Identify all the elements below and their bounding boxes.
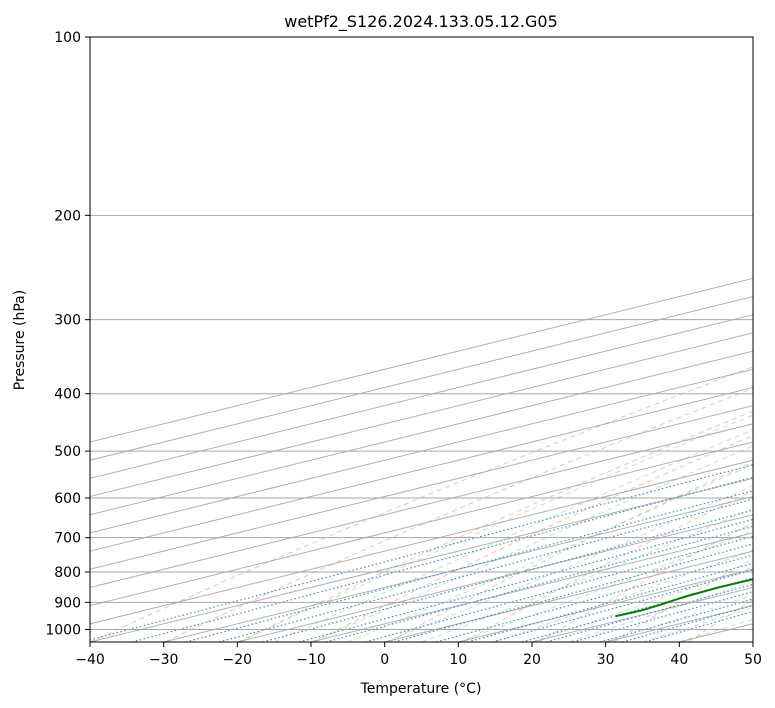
mixing-ratio-line: [218, 498, 753, 642]
plot-frame: [89, 36, 754, 643]
mixing-ratio-line: [365, 535, 753, 642]
mixing-ratio-line: [645, 610, 753, 642]
y-tick-label: 300: [54, 313, 81, 329]
dry-adiabat: [314, 435, 753, 642]
isotherm: [90, 477, 753, 642]
y-tick-label: 700: [54, 531, 81, 547]
mixing-ratio-line: [394, 543, 753, 642]
mixing-ratio-line: [546, 583, 753, 642]
x-axis-label: Temperature (°C): [360, 681, 482, 697]
y-tick-label: 500: [54, 444, 81, 460]
isotherm: [90, 405, 753, 570]
y-tick-label: 900: [54, 595, 81, 611]
isotherm: [90, 296, 753, 461]
dry-adiabat: [687, 599, 753, 642]
x-tick-label: −40: [75, 652, 105, 668]
y-tick-label: 200: [54, 208, 81, 224]
y-tick-label: 100: [54, 30, 81, 46]
isotherm: [90, 459, 753, 625]
dry-adiabat: [763, 37, 775, 642]
dry-adiabat: [90, 366, 753, 642]
mixing-ratio-line: [185, 490, 753, 642]
x-tick-label: 50: [744, 652, 762, 668]
x-tick-label: 20: [523, 652, 541, 668]
isotherm: [90, 423, 753, 588]
pressure-gridlines: [90, 37, 753, 630]
isotherm: [752, 641, 753, 642]
isotherm: [163, 496, 753, 642]
moist-adiabat: [421, 507, 753, 642]
x-tick-label: −30: [149, 652, 179, 668]
y-tick-label: 600: [54, 491, 81, 507]
isotherm: [90, 277, 753, 443]
isotherm: [90, 314, 753, 479]
mixing-ratio-line: [131, 476, 753, 642]
moist-adiabat: [495, 549, 753, 642]
y-tick-label: 800: [54, 565, 81, 581]
y-tick-label: 400: [54, 387, 81, 403]
mixing-ratio-line: [467, 562, 753, 642]
dry-adiabat: [389, 461, 753, 642]
x-tick-label: 30: [597, 652, 615, 668]
background-lines: [90, 37, 775, 642]
dry-adiabat: [463, 490, 753, 642]
isotherm: [310, 532, 753, 642]
isotherm: [90, 332, 753, 498]
mixing-ratio-line: [262, 509, 753, 642]
isotherm: [90, 441, 753, 607]
dry-adiabat: [165, 387, 753, 642]
y-axis-label: Pressure (hPa): [12, 290, 28, 390]
moist-adiabat: [679, 618, 753, 642]
dry-adiabat: [239, 410, 753, 642]
x-tick-label: −10: [296, 652, 326, 668]
chart-title: wetPf2_S126.2024.133.05.12.G05: [284, 12, 558, 32]
isotherm: [237, 514, 753, 642]
dry-adiabat: [538, 522, 753, 642]
isotherm: [90, 386, 753, 552]
x-tick-label: 40: [670, 652, 688, 668]
x-tick-label: 10: [449, 652, 467, 668]
moist-adiabat: [237, 414, 753, 642]
temperature-line: [754, 37, 775, 616]
x-axis-ticks: −40 −30 −20 −10 0 10 20 30 40 50: [75, 642, 762, 668]
y-axis-ticks: 1000 900 800 700 600 500 400 300 200 100: [45, 30, 90, 638]
mixing-ratio-line: [436, 554, 753, 642]
x-tick-label: 0: [380, 652, 389, 668]
x-tick-label: −20: [223, 652, 253, 668]
mixing-ratio-line: [492, 569, 753, 642]
y-tick-label: 1000: [45, 622, 81, 638]
